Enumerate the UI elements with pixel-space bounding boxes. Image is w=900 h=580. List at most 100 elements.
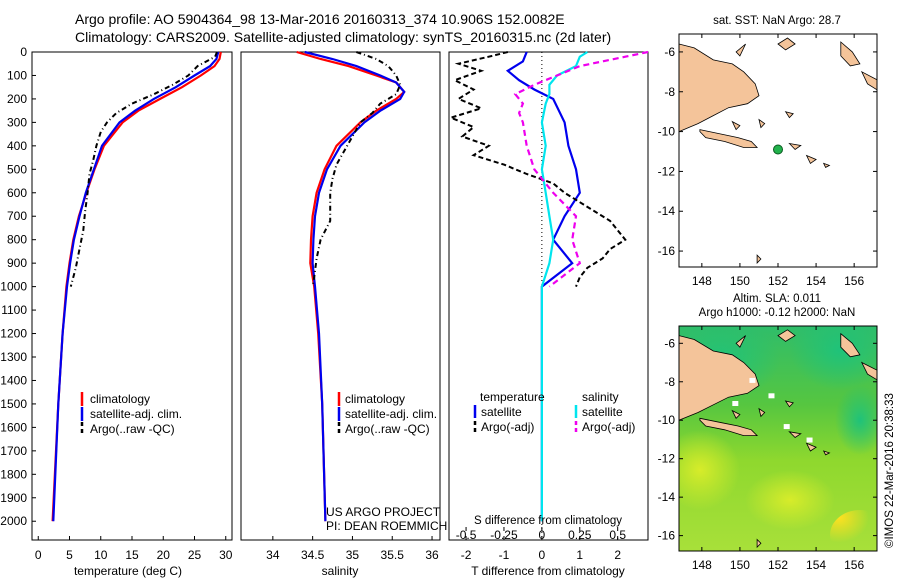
depth-tick-label: 1600	[0, 420, 27, 434]
map-lat-label: -8	[664, 375, 675, 389]
land-polygon-11	[784, 400, 794, 408]
land-polygon-11	[784, 111, 794, 119]
salinity-line-0	[296, 50, 406, 522]
header-line-2: Climatology: CARS2009. Satellite-adjuste…	[75, 29, 611, 45]
temperature-panel: 0100200300400500600700800900100011001200…	[0, 45, 232, 578]
t-diff-tick-label: 2	[614, 548, 621, 562]
s-diff-tick-label: -0.5	[456, 528, 477, 542]
map-lat-label: -8	[664, 85, 675, 99]
depth-tick-label: 700	[7, 209, 27, 223]
legend-s-satellite-label: satellite	[582, 405, 623, 419]
depth-tick-label: 1700	[0, 444, 27, 458]
sla-field	[679, 326, 877, 551]
land-polygon-1	[699, 417, 759, 437]
difference-line-3	[513, 50, 649, 288]
sst-map-land	[678, 37, 878, 265]
map-lon-label: 152	[768, 558, 788, 572]
difference-line-1	[447, 51, 627, 287]
map-lat-label: -14	[658, 490, 676, 504]
sla-map-title-2: Argo h1000: -0.12 h2000: NaN	[699, 307, 856, 319]
temperature-tick-label: 15	[125, 548, 139, 562]
legend-climatology-label: climatology	[90, 392, 150, 406]
map-lat-label: -14	[658, 204, 676, 218]
map-lat-label: -12	[658, 164, 676, 178]
map-lat-label: -6	[664, 45, 675, 59]
depth-tick-label: 1300	[0, 350, 27, 364]
legend-temperature-title: temperature	[480, 390, 545, 404]
temperature-x-axis: 0 5 10 15 20 25 30	[35, 536, 233, 562]
depth-tick-label: 1000	[0, 280, 27, 294]
map-lon-label: 154	[806, 558, 826, 572]
map-lat-label: -10	[658, 125, 676, 139]
land-polygon-4	[840, 332, 861, 358]
land-polygon-0	[678, 43, 760, 133]
salinity-tick-label: 35	[346, 548, 360, 562]
salinity-tick-label: 35.5	[381, 548, 405, 562]
temperature-tick-label: 30	[219, 548, 233, 562]
salinity-x-label: salinity	[322, 564, 359, 578]
s-diff-tick-label: 0.25	[568, 528, 592, 542]
depth-tick-label: 600	[7, 186, 27, 200]
sla-missing-cell	[732, 401, 739, 406]
depth-tick-label: 200	[7, 92, 27, 106]
t-difference-label: T difference from climatology	[471, 564, 625, 578]
difference-line-0	[505, 51, 581, 522]
difference-axes-frame	[448, 51, 649, 541]
s-diff-tick-label: 0	[539, 528, 546, 542]
s-diff-tick-label: 0.5	[609, 528, 626, 542]
sla-blob-3	[679, 430, 740, 510]
sla-missing-cell	[806, 437, 813, 443]
legend-satellite-label: satellite-adj. clim.	[90, 407, 182, 421]
s-difference-label: S difference from climatology	[474, 515, 622, 527]
map-lon-label: 156	[844, 558, 864, 572]
t-diff-tick-label: -2	[461, 548, 472, 562]
land-polygon-8	[822, 450, 831, 456]
land-polygon-7	[788, 431, 802, 439]
land-polygon-6	[805, 154, 817, 164]
land-polygon-0	[679, 335, 760, 421]
temperature-series-group	[51, 51, 222, 522]
temperature-axes-frame	[31, 51, 233, 541]
map-lon-label: 150	[730, 274, 750, 288]
temperature-line-0	[51, 51, 222, 522]
legend-s-argo-label: Argo(-adj)	[582, 420, 635, 434]
depth-tick-label: 500	[7, 162, 27, 176]
temperature-line-1	[52, 51, 220, 522]
depth-tick-label: 2000	[0, 514, 27, 528]
land-polygon-10	[731, 120, 741, 131]
depth-tick-label: 1900	[0, 491, 27, 505]
temperature-tick-label: 0	[35, 548, 42, 562]
t-diff-tick-label: 0	[539, 548, 546, 562]
salinity-line-1	[304, 50, 406, 522]
land-polygon-2	[735, 43, 746, 57]
depth-tick-label: 0	[20, 45, 27, 59]
depth-tick-label: 800	[7, 233, 27, 247]
land-polygon-12	[756, 538, 762, 549]
salinity-panel: 34 34.5 35 35.5 36 salinity climatology sate…	[240, 50, 447, 578]
temperature-tick-label: 20	[157, 548, 171, 562]
depth-tick-label: 1800	[0, 467, 27, 481]
land-polygon-3	[777, 329, 796, 342]
salinity-line-2	[311, 51, 402, 287]
sal-legend-satellite-label: satellite-adj. clim.	[345, 407, 437, 421]
sst-map-title: sat. SST: NaN Argo: 28.7	[713, 15, 841, 27]
map-lat-label: -10	[658, 413, 676, 427]
depth-tick-label: 400	[7, 139, 27, 153]
header-line-1: Argo profile: AO 5904364_98 13-Mar-2016 …	[75, 11, 565, 27]
argo-location-marker	[773, 144, 783, 155]
depth-tick-label: 1400	[0, 373, 27, 387]
map-lon-label: 148	[692, 274, 712, 288]
map-lat-label: -6	[664, 336, 675, 350]
pi-annotation: PI: DEAN ROEMMICH	[326, 519, 447, 533]
sal-legend-argo-label: Argo(..raw -QC)	[345, 422, 430, 436]
legend-argo-label: Argo(..raw -QC)	[90, 422, 175, 436]
sal-legend-climatology-label: climatology	[345, 392, 405, 406]
land-polygon-9	[758, 118, 766, 129]
s-diff-tick-label: -0.25	[490, 528, 518, 542]
temperature-x-label: temperature (deg C)	[74, 564, 182, 578]
sla-blob-6	[835, 385, 877, 455]
sla-blob-2	[790, 326, 877, 390]
map-lon-label: 148	[692, 558, 712, 572]
salinity-series-group	[296, 50, 406, 522]
